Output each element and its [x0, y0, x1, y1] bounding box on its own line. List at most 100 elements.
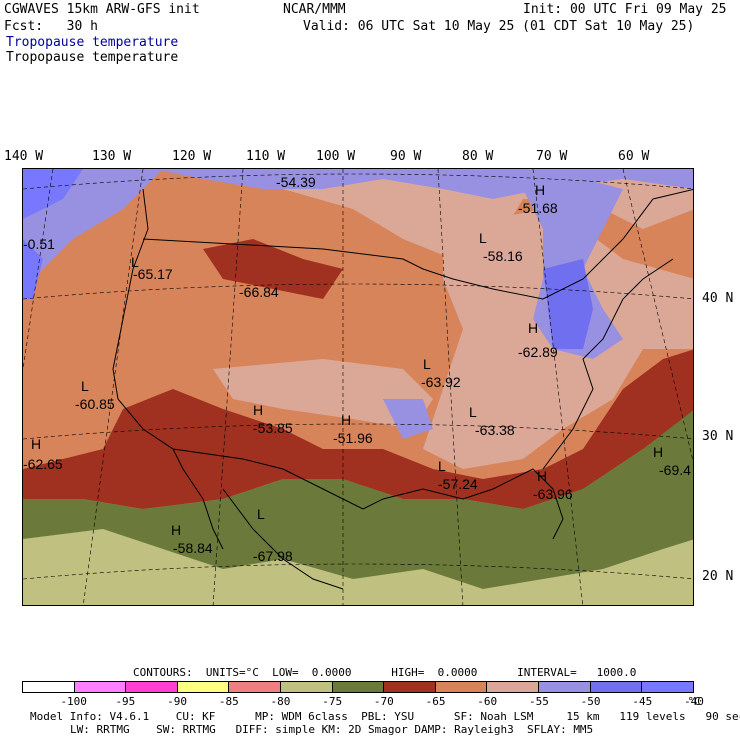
map-value: -58.84: [173, 540, 213, 556]
lat-label: 40 N: [702, 291, 734, 306]
field-shading-65: [203, 239, 343, 299]
lon-label: 80 W: [462, 149, 494, 164]
field-shading-40: [23, 239, 43, 299]
colorbar-label: -95: [115, 695, 136, 708]
map-value: -63.38: [475, 422, 515, 438]
west-coastline: [112, 188, 224, 550]
colorbar-swatch: [229, 682, 282, 692]
colorbar-swatch: [435, 682, 488, 692]
field-title-primary: Tropopause temperature: [6, 35, 179, 50]
field-shading-45: [543, 259, 593, 349]
field-shading-55: [213, 359, 433, 429]
map-value: -51.68: [518, 200, 558, 216]
map-value: -51.96: [333, 430, 373, 446]
map-value: -69.4: [659, 462, 691, 478]
colorbar-label: -50: [580, 695, 601, 708]
colorbar-label: -60: [477, 695, 498, 708]
map-value: -65.17: [133, 266, 173, 282]
tropopause-temperature-map: -54.39 H -51.68 L -58.16 -0.51 L -65.17 …: [22, 168, 694, 606]
lon-label: 70 W: [536, 149, 568, 164]
colorbar-label: -70: [373, 695, 394, 708]
pressure-marker: H: [528, 320, 538, 336]
colorbar-swatch: [23, 682, 75, 692]
pressure-marker: H: [31, 436, 41, 452]
lon-label: 140 W: [4, 149, 44, 164]
forecast-hour: Fcst: 30 h: [4, 19, 98, 34]
field-shading-65: [23, 349, 693, 509]
pressure-marker: H: [253, 402, 263, 418]
colorbar-label: -100: [60, 695, 87, 708]
lon-label: 60 W: [618, 149, 650, 164]
pressure-marker: L: [131, 254, 139, 270]
gulf-coastline: [172, 448, 564, 540]
colorbar-swatch: [74, 682, 127, 692]
pressure-marker: L: [479, 230, 487, 246]
field-title-secondary: Tropopause temperature: [6, 50, 179, 65]
map-value: -57.24: [438, 476, 478, 492]
pressure-marker: H: [341, 412, 351, 428]
colorbar-swatch: [332, 682, 385, 692]
pressure-marker: H: [171, 522, 181, 538]
map-value: -63.96: [533, 486, 573, 502]
colorbar-label: -40: [684, 695, 704, 708]
colorbar-label: °C: [687, 695, 701, 708]
colorbar-swatch: [281, 682, 333, 692]
model-info-line-1: Model Info: V4.6.1 CU: KF MP: WDM 6class…: [30, 710, 740, 723]
map-canvas: -54.39 H -51.68 L -58.16 -0.51 L -65.17 …: [23, 169, 693, 605]
pressure-marker: L: [469, 404, 477, 420]
lon-label: 130 W: [92, 149, 132, 164]
field-shading-50: [153, 169, 693, 199]
map-value: -0.51: [23, 236, 55, 252]
lon-label: 100 W: [316, 149, 356, 164]
pressure-marker: L: [423, 356, 431, 372]
map-value: -58.16: [483, 248, 523, 264]
colorbar-swatch: [384, 682, 436, 692]
field-shading-75: [23, 529, 693, 605]
map-value: -62.89: [518, 344, 558, 360]
map-value: -67.98: [253, 548, 293, 564]
pressure-marker: L: [257, 506, 265, 522]
colorbar-swatch: [126, 682, 178, 692]
east-coastline: [542, 258, 674, 470]
colorbar-label: -80: [270, 695, 291, 708]
colorbar-swatch: [590, 682, 643, 692]
map-value: -62.65: [23, 456, 63, 472]
pressure-marker: H: [535, 182, 545, 198]
colorbar-swatch: [539, 682, 591, 692]
pressure-marker: H: [653, 444, 663, 460]
map-value: -63.92: [421, 374, 461, 390]
colorbar-swatch: [487, 682, 540, 692]
field-shading-50: [383, 399, 433, 439]
lat-label: 20 N: [702, 569, 734, 584]
canada-border: [142, 188, 693, 300]
org-label: NCAR/MMM: [283, 2, 346, 17]
colorbar: [22, 681, 694, 693]
colorbar-label: -85: [218, 695, 239, 708]
pressure-marker: L: [81, 378, 89, 394]
colorbar-label: -65: [425, 695, 446, 708]
graticule: [23, 169, 693, 605]
field-shading-70: [23, 410, 693, 605]
map-value: -53.85: [253, 420, 293, 436]
pressure-marker: L: [438, 458, 446, 474]
lat-label: 30 N: [702, 429, 734, 444]
colorbar-label: -90: [167, 695, 187, 708]
map-value: -60.85: [75, 396, 115, 412]
pressure-marker: H: [537, 468, 547, 484]
colorbar-label: -55: [528, 695, 549, 708]
map-value: -66.84: [239, 284, 279, 300]
lon-label: 120 W: [172, 149, 212, 164]
model-info-line-2: LW: RRTMG SW: RRTMG DIFF: simple KM: 2D …: [70, 723, 594, 736]
colorbar-label: -45: [632, 695, 653, 708]
colorbar-swatch: [177, 682, 230, 692]
contour-info: CONTOURS: UNITS=°C LOW= 0.0000 HIGH= 0.0…: [133, 666, 637, 679]
colorbar-label: -75: [322, 695, 343, 708]
field-shading-40: [23, 169, 83, 219]
lon-label: 90 W: [390, 149, 422, 164]
mexico-coastline: [222, 488, 344, 590]
colorbar-swatch: [642, 682, 693, 692]
lon-label: 110 W: [246, 149, 286, 164]
init-time: Init: 00 UTC Fri 09 May 25: [523, 2, 727, 17]
map-value: -54.39: [276, 174, 316, 190]
model-title: CGWAVES 15km ARW-GFS init: [4, 2, 200, 17]
